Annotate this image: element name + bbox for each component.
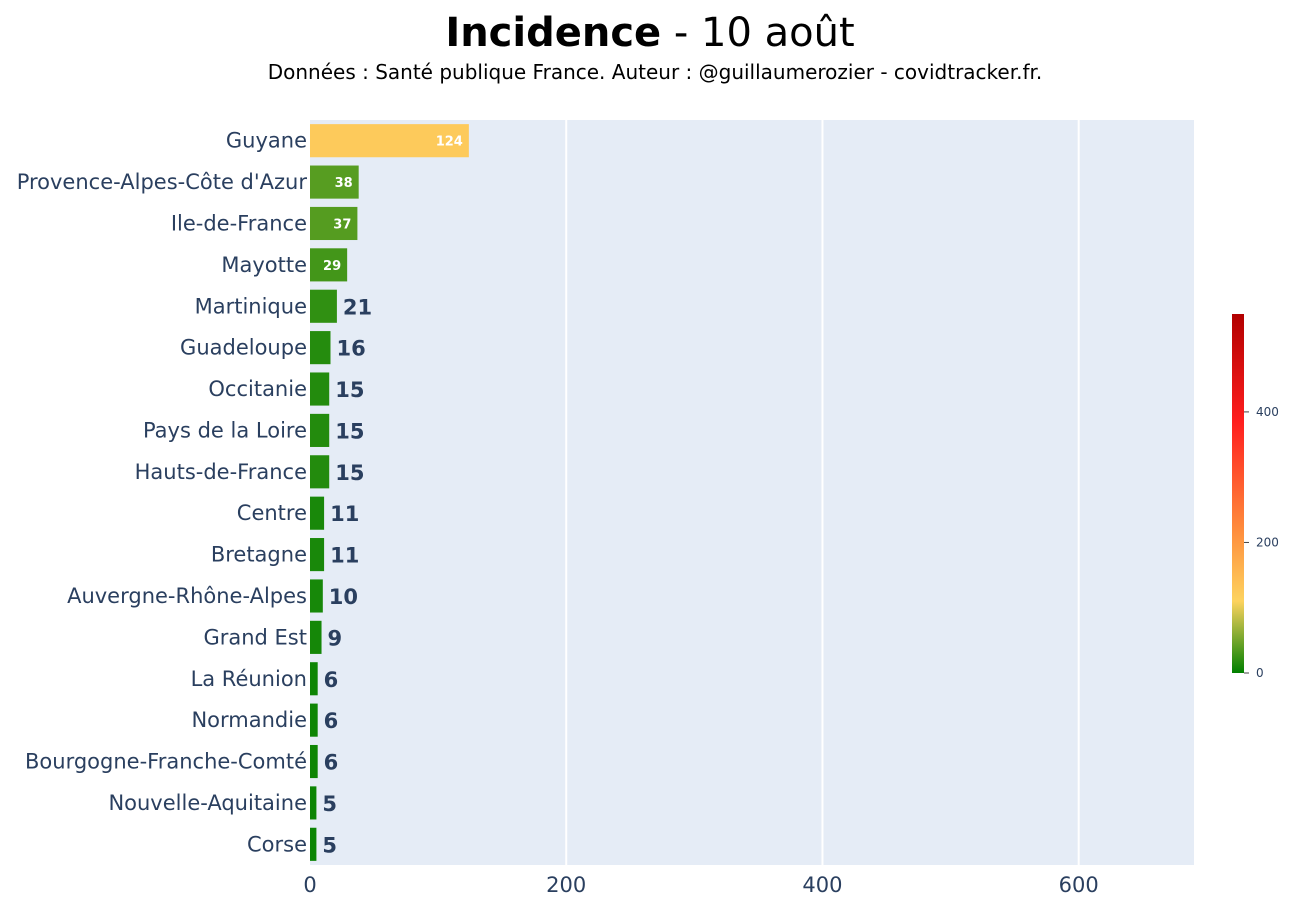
x-tick-label: 200 <box>546 873 586 897</box>
bar-auvergne-rhone-alpes <box>310 579 323 613</box>
value-labels: 124 38 37 29 21 16 15 15 15 11 11 10 9 6 6 6 5 5 <box>322 135 462 858</box>
bar-pays-de-la-loire <box>310 413 330 447</box>
category-label: Nouvelle-Aquitaine <box>108 791 307 815</box>
bar-centre <box>310 496 325 530</box>
value-label: 9 <box>328 626 343 650</box>
category-label: Guyane <box>226 129 307 153</box>
bar-nouvelle-aquitaine <box>310 786 317 820</box>
value-label: 21 <box>343 295 372 319</box>
category-label: Hauts-de-France <box>135 460 307 484</box>
bar-occitanie <box>310 372 330 406</box>
colorbar <box>1232 314 1244 673</box>
category-label: Corse <box>247 832 307 856</box>
value-label: 15 <box>335 419 364 443</box>
value-label: 15 <box>335 461 364 485</box>
category-label: Centre <box>237 501 307 525</box>
bar-hauts-de-france <box>310 455 330 489</box>
value-label: 6 <box>324 709 339 733</box>
chart-title: Incidence - 10 août <box>445 10 854 56</box>
colorbar-tick-label: 200 <box>1256 535 1279 549</box>
category-label: Normandie <box>191 708 307 732</box>
bar-normandie <box>310 703 318 737</box>
value-label: 5 <box>322 792 337 816</box>
gridlines <box>565 120 1080 865</box>
x-tick-label: 0 <box>303 873 316 897</box>
bar-guyane <box>310 124 469 158</box>
bar-provence-alpes-cote-d-azur <box>310 165 359 199</box>
category-label: Mayotte <box>221 253 307 277</box>
colorbar-ticks: 0 200 400 <box>1244 405 1279 680</box>
category-label: Bretagne <box>211 543 307 567</box>
value-label: 29 <box>323 259 341 274</box>
x-tick-label: 600 <box>1059 873 1099 897</box>
value-label: 37 <box>333 217 351 232</box>
value-label: 10 <box>329 585 358 609</box>
bar-bretagne <box>310 538 325 572</box>
category-label: Occitanie <box>208 377 307 401</box>
category-label: Auvergne-Rhône-Alpes <box>67 584 307 608</box>
category-label: Bourgogne-Franche-Comté <box>25 750 307 774</box>
category-label: Pays de la Loire <box>143 418 307 442</box>
bars <box>310 124 469 861</box>
value-label: 5 <box>322 833 337 857</box>
colorbar-tick-label: 0 <box>1256 666 1264 680</box>
bar-guadeloupe <box>310 331 331 365</box>
value-label: 11 <box>330 544 359 568</box>
chart-title-rest: - 10 août <box>661 10 855 56</box>
value-label: 15 <box>335 378 364 402</box>
bar-martinique <box>310 289 337 323</box>
chart-title-bold: Incidence <box>445 10 661 56</box>
value-label: 38 <box>335 176 353 191</box>
bar-la-reunion <box>310 662 318 696</box>
bar-mayotte <box>310 248 348 282</box>
value-label: 6 <box>324 751 339 775</box>
x-axis-ticks: 0 200 400 600 <box>303 873 1098 897</box>
category-label: Martinique <box>195 294 307 318</box>
bar-ile-de-france <box>310 206 358 241</box>
colorbar-tick-label: 400 <box>1256 405 1279 419</box>
category-labels: Guyane Provence-Alpes-Côte d'Azur Ile-de-F… <box>17 129 308 857</box>
chart-subtitle: Données : Santé publique France. Auteur … <box>268 60 1043 84</box>
category-label: Provence-Alpes-Côte d'Azur <box>17 170 308 194</box>
category-label: La Réunion <box>191 667 307 691</box>
x-tick-label: 400 <box>802 873 842 897</box>
value-label: 124 <box>436 135 463 150</box>
plot-area <box>310 120 1194 865</box>
value-label: 11 <box>330 502 359 526</box>
bar-grand-est <box>310 620 322 654</box>
category-label: Grand Est <box>203 625 307 649</box>
bar-corse <box>310 827 317 861</box>
value-label: 6 <box>324 668 339 692</box>
bar-bourgogne-franche-comte <box>310 744 318 779</box>
category-label: Ile-de-France <box>171 211 307 235</box>
category-label: Guadeloupe <box>180 336 307 360</box>
value-label: 16 <box>336 337 365 361</box>
